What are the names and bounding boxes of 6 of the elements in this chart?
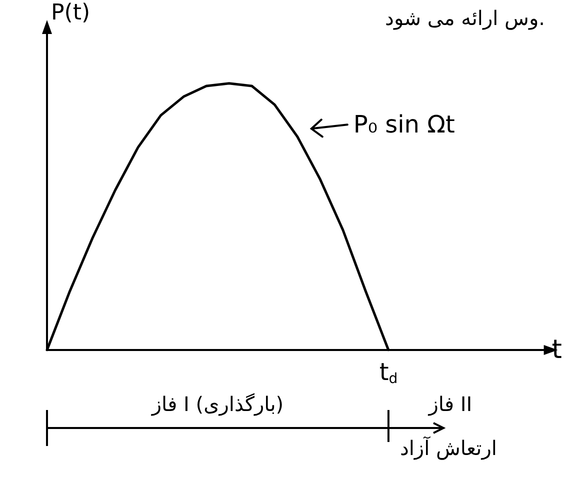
text: فاز II xyxy=(428,392,472,416)
y-axis-title: P(t) xyxy=(51,0,90,26)
annotation: P₀ sin Ωt xyxy=(353,110,455,139)
text: فاز I (بارگذاری) xyxy=(150,392,284,416)
text: وس ارائه می شود. xyxy=(385,6,545,30)
text: ارتعاش آزاد xyxy=(400,436,497,460)
